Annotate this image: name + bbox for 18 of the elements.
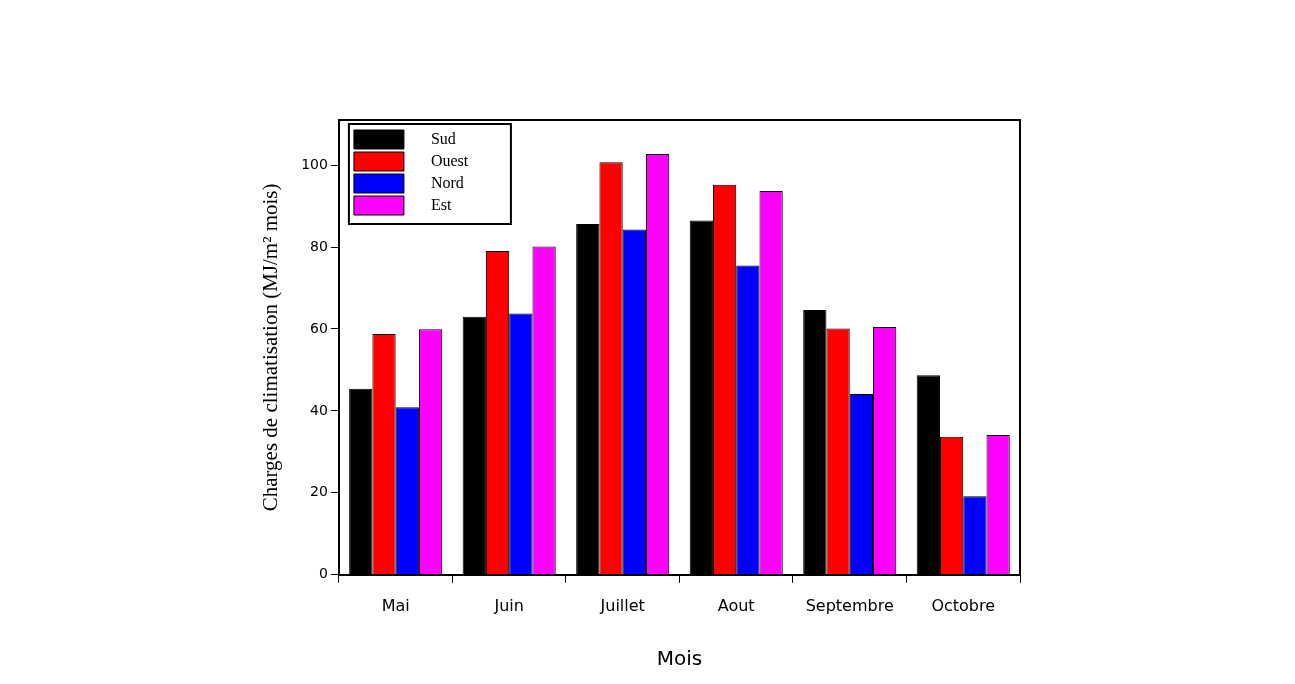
x-tick-label: Septembre bbox=[805, 595, 894, 615]
y-tick-label: 40 bbox=[310, 401, 328, 418]
y-tick-label: 20 bbox=[310, 483, 328, 500]
x-tick-label: Juin bbox=[493, 595, 524, 615]
y-tick-label: 100 bbox=[301, 155, 328, 172]
y-tick-label: 0 bbox=[319, 565, 328, 582]
x-tick-label: Octobre bbox=[931, 595, 996, 615]
x-tick-label: Mai bbox=[381, 595, 410, 615]
legend-label: Nord bbox=[430, 173, 464, 191]
x-tick-label: Aout bbox=[717, 595, 755, 615]
legend-label: Ouest bbox=[430, 151, 469, 169]
legend-label: Est bbox=[430, 195, 452, 213]
y-axis-title: Charges de climatisation (MJ/m² mois) bbox=[258, 183, 283, 512]
y-tick-label: 60 bbox=[310, 319, 328, 336]
x-tick-label: Juillet bbox=[599, 595, 645, 615]
x-axis-title: Mois bbox=[656, 646, 703, 671]
legend-label: Sud bbox=[430, 129, 456, 147]
y-tick-label: 80 bbox=[310, 237, 328, 254]
